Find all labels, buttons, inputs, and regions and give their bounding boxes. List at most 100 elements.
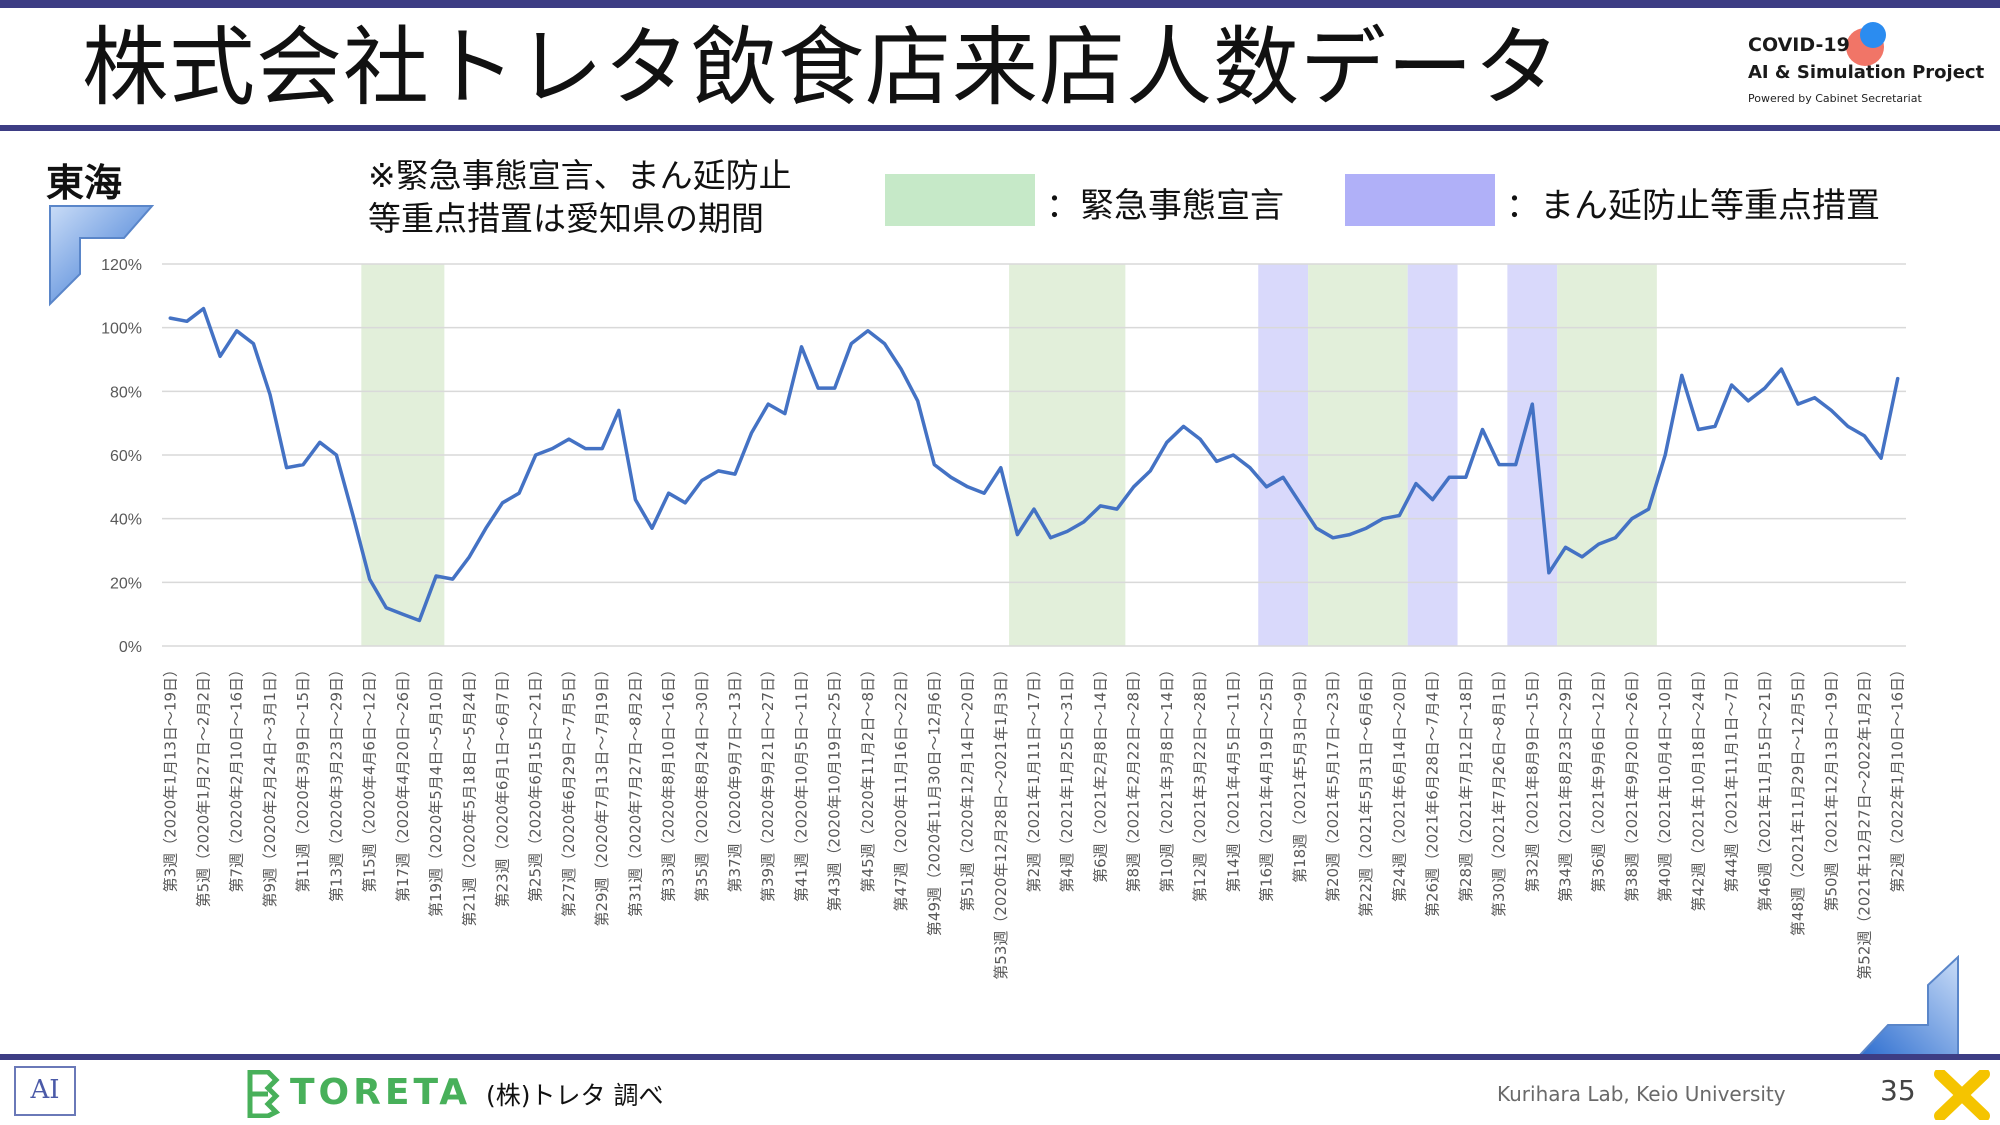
x-tick-label: 第11週（2020年3月9日～15日） xyxy=(294,662,312,892)
y-tick-label: 40% xyxy=(110,512,142,529)
x-logo-icon xyxy=(1934,1070,1990,1120)
data-point xyxy=(1614,536,1617,539)
data-point xyxy=(401,612,405,616)
y-tick-label: 80% xyxy=(110,384,142,401)
data-point xyxy=(1099,504,1102,508)
data-point xyxy=(1564,546,1567,549)
data-point xyxy=(850,342,853,345)
x-tick-label: 第39週（2020年9月21日～27日） xyxy=(759,662,777,902)
data-point xyxy=(883,342,886,345)
data-source: (株)トレタ 調べ xyxy=(486,1081,664,1110)
data-point xyxy=(899,367,903,371)
lab-ai-logo-icon: AI xyxy=(14,1066,76,1116)
legend-label-emergency: ：緊急事態宣言 xyxy=(1046,186,1284,226)
x-tick-label: 第7週（2020年2月10日～16日） xyxy=(228,662,246,892)
x-tick-label: 第33週（2020年8月10日～16日） xyxy=(660,662,678,902)
x-tick-label: 第51週（2020年12月14日～20日） xyxy=(959,662,977,912)
data-point xyxy=(750,431,753,434)
x-tick-label: 第48週（2021年11月29日～12月5日） xyxy=(1789,662,1807,936)
x-tick-label: 第37週（2020年9月7日～13日） xyxy=(726,662,744,892)
data-point xyxy=(285,466,288,469)
data-point xyxy=(1796,402,1800,406)
lab-credit: Kurihara Lab, Keio University xyxy=(1497,1082,1786,1106)
data-point xyxy=(252,342,255,345)
data-point xyxy=(1763,386,1767,390)
y-tick-label: 120% xyxy=(101,257,142,274)
data-point xyxy=(534,453,537,457)
data-point xyxy=(800,345,803,348)
data-point xyxy=(1747,399,1750,403)
data-point xyxy=(1331,536,1335,539)
data-point xyxy=(418,619,421,622)
note-line-1: ※緊急事態宣言、まん延防止 xyxy=(368,156,792,195)
corner-arrow-bottom-right-icon xyxy=(1858,955,1959,1056)
toreta-logo-icon xyxy=(247,1070,280,1118)
data-point xyxy=(1165,441,1169,444)
y-tick-label: 0% xyxy=(119,639,142,656)
data-point xyxy=(833,386,836,390)
x-tick-label: 第14週（2021年4月5日～11日） xyxy=(1224,662,1242,892)
data-point xyxy=(1713,425,1717,428)
x-tick-label: 第42週（2021年10月18日～24日） xyxy=(1689,662,1707,912)
data-point xyxy=(966,485,969,489)
x-tick-label: 第34週（2021年8月23日～29日） xyxy=(1557,662,1575,902)
data-point xyxy=(1398,514,1401,517)
data-point xyxy=(1481,428,1484,431)
x-tick-label: 第6週（2021年2月8日～14日） xyxy=(1091,662,1109,883)
x-tick-label: 第52週（2021年12月27日～2022年1月2日） xyxy=(1855,662,1873,980)
x-tick-label: 第23週（2020年6月1日～6月7日） xyxy=(493,662,511,907)
data-point xyxy=(335,453,338,457)
project-line-3: Powered by Cabinet Secretariat xyxy=(1748,92,1922,105)
x-tick-label: 第2週（2021年1月11日～17日） xyxy=(1025,662,1043,892)
title-divider xyxy=(0,125,2000,131)
x-tick-label: 第5週（2020年1月27日～2月2日） xyxy=(195,662,213,907)
project-line-1: COVID-19 xyxy=(1748,34,1850,56)
data-point xyxy=(1248,466,1252,469)
x-tick-label: 第18週（2021年5月3日～9日） xyxy=(1291,662,1309,883)
x-tick-label: 第25週（2020年6月15日～21日） xyxy=(527,662,545,902)
data-point xyxy=(717,469,720,473)
data-point xyxy=(1647,507,1650,511)
x-tick-label: 第30週（2021年7月26日～8月1日） xyxy=(1490,662,1508,917)
data-point xyxy=(816,386,820,390)
project-line-2: AI & Simulation Project xyxy=(1748,62,1985,83)
data-point xyxy=(235,329,238,333)
period-note: ※緊急事態宣言、まん延防止 等重点措置は愛知県の期間 xyxy=(368,154,792,240)
x-tick-label: 第29週（2020年7月13日～7月19日） xyxy=(593,662,611,927)
data-point xyxy=(1464,476,1468,479)
x-tick-label: 第41週（2020年10月5日～11日） xyxy=(792,662,810,902)
data-point xyxy=(1364,527,1368,530)
x-tick-label: 第24週（2021年6月14日～20日） xyxy=(1390,662,1408,902)
x-tick-label: 第13週（2020年3月23日～29日） xyxy=(327,662,345,902)
data-point xyxy=(949,476,953,479)
x-tick-label: 第3週（2020年1月13日～19日） xyxy=(161,662,179,892)
data-point xyxy=(1830,409,1833,412)
x-tick-label: 第44週（2021年11月1日～7日） xyxy=(1723,662,1741,892)
y-tick-label: 60% xyxy=(110,448,142,465)
data-point xyxy=(368,577,371,581)
data-point xyxy=(517,492,521,495)
data-point xyxy=(551,447,554,450)
x-tick-label: 第16週（2021年4月19日～25日） xyxy=(1258,662,1276,902)
legend-swatch-emergency xyxy=(885,174,1035,226)
data-point xyxy=(999,466,1002,469)
data-point xyxy=(1348,533,1351,536)
x-tick-label: 第38週（2021年9月20日～26日） xyxy=(1623,662,1641,902)
data-point xyxy=(1863,434,1866,438)
region-label: 東海 xyxy=(46,161,123,205)
data-point xyxy=(584,447,587,450)
data-point xyxy=(218,355,222,358)
x-tick-label: 第19週（2020年5月4日～5月10日） xyxy=(427,662,445,917)
toreta-wordmark: TORETA xyxy=(290,1072,472,1113)
x-tick-label: 第2週（2022年1月10日～16日） xyxy=(1889,662,1907,892)
data-point xyxy=(1016,533,1019,536)
covid-project-logo: COVID-19 AI & Simulation Project Powered… xyxy=(1748,22,1988,122)
legend-swatch-manen xyxy=(1345,174,1495,226)
top-accent-bar xyxy=(0,0,2000,8)
data-point xyxy=(351,514,355,517)
data-point xyxy=(1813,396,1816,399)
data-point xyxy=(567,437,571,441)
data-point xyxy=(501,501,504,504)
data-point xyxy=(1298,501,1301,504)
data-point xyxy=(1846,425,1850,428)
